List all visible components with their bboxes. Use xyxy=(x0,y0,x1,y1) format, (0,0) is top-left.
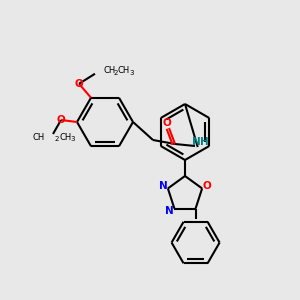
Text: CH: CH xyxy=(118,66,130,75)
Text: O: O xyxy=(163,118,171,128)
Text: N: N xyxy=(158,182,167,191)
Text: 2: 2 xyxy=(114,70,118,76)
Text: 3: 3 xyxy=(129,70,134,76)
Text: CH: CH xyxy=(33,133,45,142)
Text: N: N xyxy=(192,137,200,147)
Text: 2: 2 xyxy=(55,136,59,142)
Text: CH: CH xyxy=(103,66,115,75)
Text: N: N xyxy=(165,206,174,216)
Text: O: O xyxy=(57,115,65,125)
Text: CH: CH xyxy=(59,133,71,142)
Text: H: H xyxy=(200,137,208,147)
Text: 3: 3 xyxy=(70,136,74,142)
Text: O: O xyxy=(75,79,83,89)
Text: O: O xyxy=(203,182,212,191)
